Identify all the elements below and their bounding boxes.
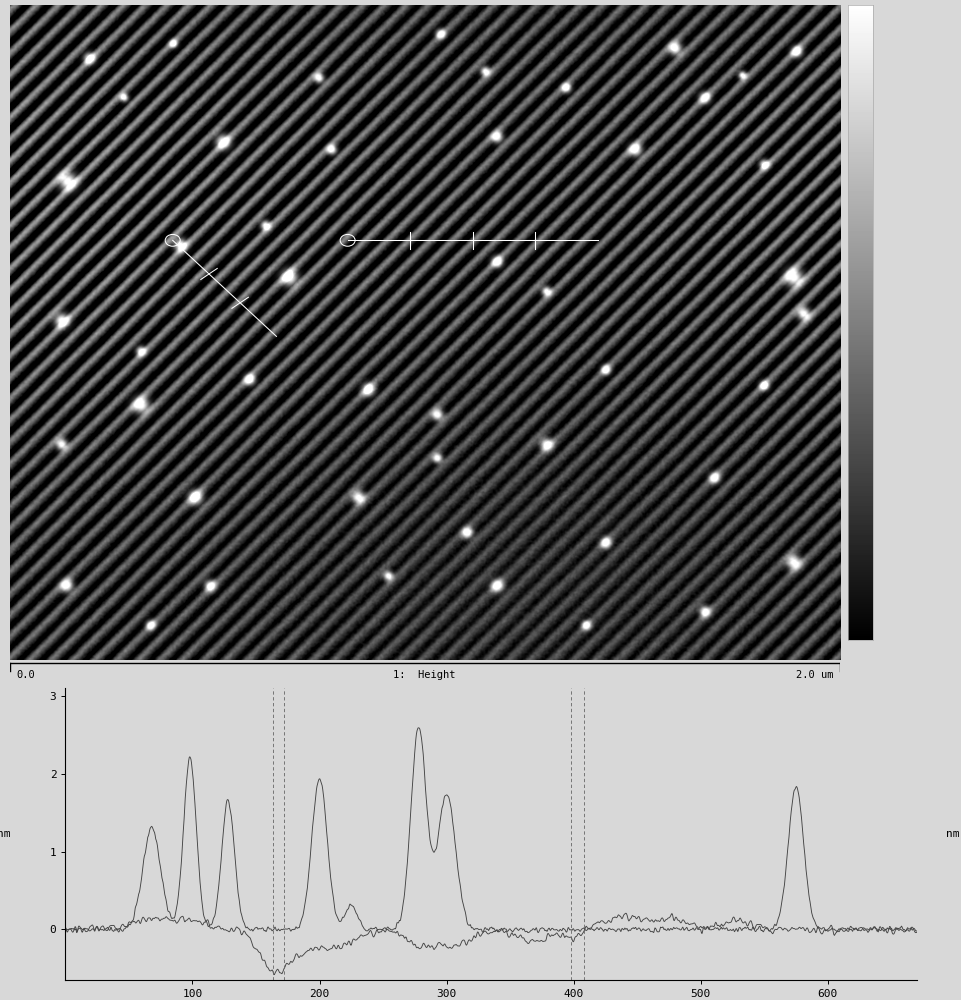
Text: nm: nm xyxy=(0,829,11,839)
Text: 0.0: 0.0 xyxy=(16,670,35,680)
Text: 1:  Height: 1: Height xyxy=(393,670,456,680)
Text: 2.0 um: 2.0 um xyxy=(795,670,832,680)
Text: nm: nm xyxy=(945,829,958,839)
